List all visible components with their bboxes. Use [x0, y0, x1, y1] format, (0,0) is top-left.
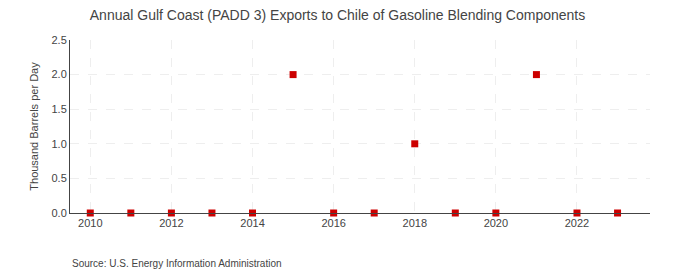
svg-text:2018: 2018 — [403, 217, 427, 229]
svg-text:2016: 2016 — [321, 217, 345, 229]
svg-text:2010: 2010 — [78, 217, 102, 229]
svg-text:2020: 2020 — [484, 217, 508, 229]
svg-text:0.5: 0.5 — [52, 172, 67, 184]
svg-text:2.0: 2.0 — [52, 68, 67, 80]
svg-text:1.0: 1.0 — [52, 138, 67, 150]
svg-text:Source: U.S. Energy Informatio: Source: U.S. Energy Information Administ… — [72, 258, 282, 269]
svg-text:2.5: 2.5 — [52, 34, 67, 46]
svg-text:2012: 2012 — [159, 217, 183, 229]
svg-text:0.0: 0.0 — [52, 207, 67, 219]
svg-text:2022: 2022 — [565, 217, 589, 229]
svg-text:Annual Gulf Coast (PADD 3) Exp: Annual Gulf Coast (PADD 3) Exports to Ch… — [90, 7, 585, 23]
svg-text:2014: 2014 — [240, 217, 264, 229]
svg-text:Thousand Barrels per Day: Thousand Barrels per Day — [28, 62, 40, 191]
svg-text:1.5: 1.5 — [52, 103, 67, 115]
